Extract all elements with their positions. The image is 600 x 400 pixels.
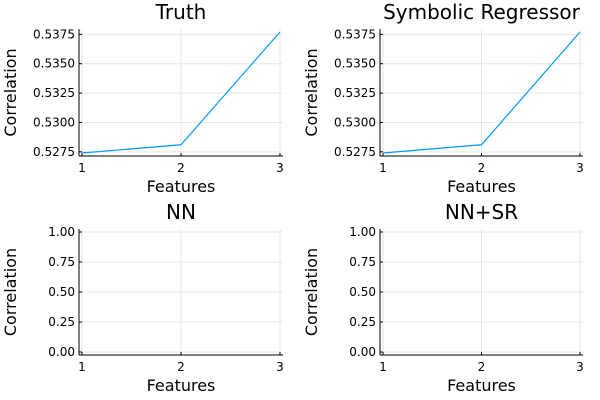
subplot-title: NN [166,200,196,224]
y-tick-label: 0.5275 [334,145,376,159]
x-axis-label: Features [447,376,516,395]
y-tick-label: 0.5275 [33,145,75,159]
x-tick-label: 2 [478,360,486,374]
y-tick-label: 0.5375 [334,27,376,41]
x-axis-label: Features [447,177,516,196]
y-tick-label: 0.50 [48,285,75,299]
y-tick-label: 0.5350 [33,57,75,71]
y-tick-label: 0.25 [349,315,376,329]
x-tick-label: 3 [576,360,584,374]
y-tick-label: 0.50 [349,285,376,299]
x-axis-label: Features [147,177,216,196]
y-tick-label: 0.75 [48,255,75,269]
subplot-title: Symbolic Regressor [383,0,581,24]
subplot-title: Truth [155,0,207,24]
x-tick-label: 1 [379,161,387,175]
y-tick-label: 0.25 [48,315,75,329]
y-tick-label: 0.75 [349,255,376,269]
y-tick-label: 1.00 [48,225,75,239]
y-tick-label: 0.5300 [33,115,75,129]
y-axis-label: Correlation [302,48,321,136]
subplot-3: 1 2 3 0.00 0.25 0.50 0.75 1.00 NN Features Correla… [1,200,284,395]
y-tick-label: 0.5300 [334,115,376,129]
y-tick-label: 0.5350 [334,57,376,71]
x-tick-label: 3 [576,161,584,175]
subplot-2: 1 2 3 0.5275 0.5300 0.5325 0.5350 0.5375 Symboli… [302,0,584,196]
x-tick-label: 1 [78,161,86,175]
x-tick-label: 2 [177,360,185,374]
y-tick-label: 0.5375 [33,27,75,41]
x-tick-label: 1 [379,360,387,374]
y-tick-label: 0.5325 [334,86,376,100]
series-line-1 [81,31,281,154]
y-axis-label: Correlation [302,248,321,336]
subplot-title: NN+SR [445,200,518,224]
y-tick-label: 0.00 [349,345,376,359]
x-tick-label: 3 [276,161,284,175]
x-tick-label: 2 [177,161,185,175]
y-axis-label: Correlation [1,248,20,336]
subplot-4: 1 2 3 0.00 0.25 0.50 0.75 1.00 NN+SR Features Corr… [302,200,584,395]
y-tick-label: 0.5325 [33,86,75,100]
subplot-1: 1 2 3 0.5275 0.5300 0.5325 0.5350 0.5375 Truth Fe… [1,0,284,196]
x-tick-label: 2 [478,161,486,175]
x-tick-label: 1 [78,360,86,374]
x-axis-label: Features [147,376,216,395]
y-tick-label: 1.00 [349,225,376,239]
y-axis-label: Correlation [1,48,20,136]
y-tick-label: 0.00 [48,345,75,359]
x-tick-label: 3 [276,360,284,374]
series-line-1 [382,31,581,154]
